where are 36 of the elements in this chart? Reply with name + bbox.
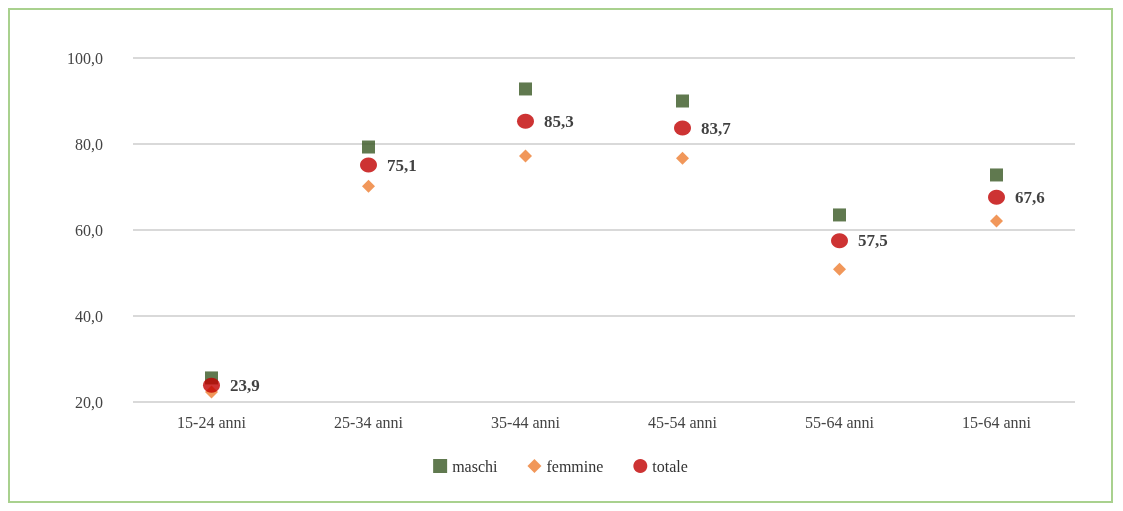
x-tick-label: 15-64 anni bbox=[962, 413, 1032, 431]
y-tick-label: 80,0 bbox=[75, 135, 103, 153]
point bbox=[360, 157, 377, 173]
point bbox=[203, 377, 220, 393]
data-label: 23,9 bbox=[230, 375, 260, 395]
x-tick-label: 25-34 anni bbox=[334, 413, 404, 431]
point bbox=[674, 120, 691, 136]
point bbox=[676, 151, 689, 165]
data-label: 83,7 bbox=[701, 118, 732, 138]
y-tick-label: 40,0 bbox=[75, 307, 103, 325]
point bbox=[990, 168, 1003, 182]
point bbox=[990, 214, 1003, 228]
point bbox=[833, 208, 846, 222]
y-tick-label: 100,0 bbox=[67, 49, 103, 67]
x-tick-label: 45-54 anni bbox=[648, 413, 718, 431]
data-label: 57,5 bbox=[858, 231, 888, 251]
x-tick-label: 35-44 anni bbox=[491, 413, 561, 431]
point bbox=[988, 189, 1005, 205]
data-label: 67,6 bbox=[1015, 187, 1045, 207]
point bbox=[519, 82, 532, 96]
data-label: 75,1 bbox=[387, 155, 417, 175]
point bbox=[519, 149, 532, 163]
legend-label: totale bbox=[652, 457, 688, 475]
point bbox=[831, 233, 848, 249]
legend-label: maschi bbox=[452, 457, 499, 475]
legend-label: femmine bbox=[546, 457, 604, 475]
point bbox=[362, 140, 375, 154]
data-label: 85,3 bbox=[544, 111, 574, 131]
point bbox=[833, 262, 846, 276]
point bbox=[676, 94, 689, 108]
y-tick-label: 20,0 bbox=[75, 393, 103, 411]
x-tick-label: 55-64 anni bbox=[805, 413, 875, 431]
point bbox=[362, 179, 375, 193]
point bbox=[517, 113, 534, 129]
x-tick-label: 15-24 anni bbox=[177, 413, 247, 431]
y-tick-label: 60,0 bbox=[75, 221, 103, 239]
